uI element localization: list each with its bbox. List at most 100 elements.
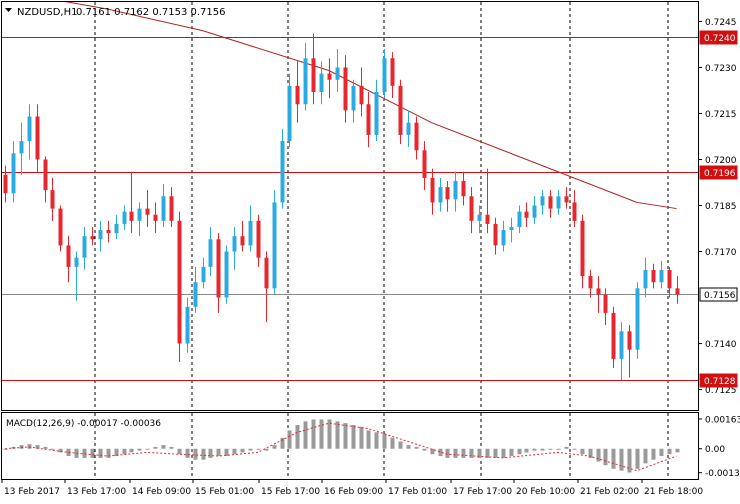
time-label: 20 Feb 10:00	[516, 487, 575, 497]
macd-bar	[129, 448, 134, 453]
candle-body	[374, 91, 379, 135]
candle-body	[122, 211, 127, 224]
candle-body	[145, 208, 150, 215]
macd-bar	[564, 446, 569, 449]
candle-body	[27, 116, 32, 142]
candle-body	[177, 220, 182, 344]
time-label: 17 Feb 17:00	[453, 487, 512, 497]
macd-panel-frame	[1, 412, 699, 480]
level-tag-box	[699, 30, 738, 45]
candle-body	[651, 269, 656, 283]
macd-bar	[627, 448, 632, 473]
candle-body	[90, 236, 95, 240]
macd-bar	[366, 430, 371, 449]
macd-bar	[66, 448, 71, 457]
macd-bar	[651, 448, 656, 460]
macd-bar	[351, 424, 356, 449]
price-tick-label: 0.7200	[705, 156, 737, 166]
candle-body	[335, 67, 340, 80]
macd-bar	[461, 448, 466, 458]
symbol-header: NZDUSD,H1 0.7161 0.7162 0.7153 0.7156	[5, 7, 226, 18]
time-label: 21 Feb 18:00	[644, 487, 703, 497]
macd-bar	[319, 419, 324, 449]
candle-body	[240, 236, 245, 246]
price-tick-label: 0.7215	[705, 110, 737, 120]
macd-bar	[185, 448, 190, 458]
macd-bar	[580, 448, 585, 455]
macd-bar	[430, 448, 435, 455]
candle-body	[517, 211, 522, 227]
macd-bar	[493, 448, 498, 458]
candle-body	[580, 220, 585, 277]
macd-bar	[98, 448, 103, 458]
candle-body	[406, 122, 411, 135]
level-tag-label: 0.7128	[704, 377, 736, 387]
macd-bar	[327, 419, 332, 449]
macd-bar	[240, 448, 245, 453]
time-label: 15 Feb 17:00	[261, 487, 320, 497]
candle-body	[532, 205, 537, 218]
candle-body	[588, 276, 593, 289]
macd-bar	[438, 448, 443, 457]
main-panel-frame	[1, 1, 699, 411]
level-tag-box	[699, 165, 738, 180]
candle-body	[430, 177, 435, 203]
macd-bar	[509, 448, 514, 457]
candle-body	[19, 141, 24, 154]
candles	[3, 33, 680, 381]
macd-bar	[619, 448, 624, 471]
macd-bar	[675, 448, 680, 453]
macd-bar	[193, 448, 198, 460]
macd-bar	[343, 423, 348, 449]
time-label: 13 Feb 2017	[4, 487, 60, 497]
macd-bar	[524, 448, 529, 453]
time-label: 16 Feb 09:00	[324, 487, 383, 497]
candle-body	[327, 73, 332, 80]
candle-body	[129, 211, 134, 221]
macd-bar	[177, 448, 182, 455]
macd-bar	[264, 448, 269, 451]
level-tag-box	[699, 373, 738, 388]
macd-histogram	[3, 419, 680, 473]
candle-body	[256, 220, 261, 258]
candle-body	[493, 223, 498, 246]
candle-body	[438, 187, 443, 203]
macd-bar	[27, 444, 32, 449]
macd-bar	[374, 432, 379, 449]
macd-bar	[122, 448, 127, 455]
candle-body	[35, 116, 40, 160]
symbol-label: NZDUSD,H1	[17, 7, 77, 18]
macd-bar	[295, 424, 300, 449]
macd-bar	[287, 430, 292, 449]
macd-bar	[485, 448, 490, 458]
candle-body	[627, 331, 632, 350]
candle-body	[351, 85, 356, 111]
candle-body	[153, 214, 158, 221]
macd-bar	[335, 421, 340, 449]
macd-bar	[3, 448, 8, 450]
candle-body	[3, 174, 8, 194]
macd-bar	[517, 448, 522, 455]
macd-bar	[272, 445, 277, 449]
candle-body	[193, 282, 198, 307]
candle-body	[248, 220, 253, 246]
candle-body	[572, 202, 577, 221]
candle-body	[382, 58, 387, 92]
macd-bar	[422, 448, 427, 451]
time-label: 15 Feb 01:00	[195, 487, 254, 497]
time-label: 17 Feb 01:00	[388, 487, 447, 497]
macd-bar	[635, 448, 640, 469]
candle-body	[98, 230, 103, 240]
macd-bar	[50, 448, 55, 450]
price-tick-label: 0.7245	[705, 18, 737, 28]
dropdown-triangle-icon[interactable]	[5, 8, 12, 12]
macd-bar	[453, 448, 458, 458]
macd-label: MACD(12,26,9) -0.00017 -0.00036	[6, 419, 161, 429]
macd-signal	[4, 422, 677, 472]
macd-bar	[256, 448, 261, 450]
time-label: 21 Feb 02:00	[580, 487, 639, 497]
moving-average	[65, 2, 677, 210]
macd-bar	[280, 437, 285, 449]
